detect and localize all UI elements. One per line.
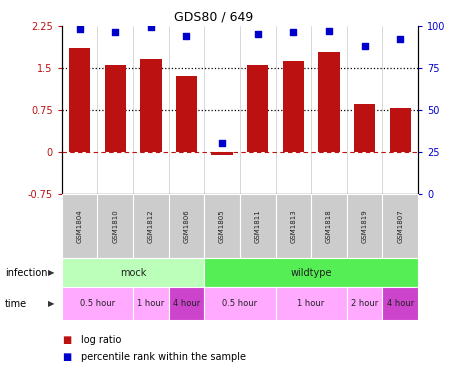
Point bbox=[325, 28, 332, 34]
Text: 0.5 hour: 0.5 hour bbox=[222, 299, 257, 308]
Text: GDS80 / 649: GDS80 / 649 bbox=[174, 11, 253, 24]
Point bbox=[396, 36, 404, 42]
Bar bbox=[247, 65, 268, 152]
Text: 0.5 hour: 0.5 hour bbox=[80, 299, 115, 308]
Text: 4 hour: 4 hour bbox=[173, 299, 200, 308]
Text: time: time bbox=[5, 299, 27, 309]
Text: ■: ■ bbox=[62, 352, 71, 362]
Text: mock: mock bbox=[120, 268, 146, 278]
Bar bbox=[104, 65, 126, 152]
Point bbox=[147, 25, 155, 30]
Text: wildtype: wildtype bbox=[290, 268, 332, 278]
Bar bbox=[283, 61, 304, 152]
Text: GSM1812: GSM1812 bbox=[148, 209, 154, 243]
Bar bbox=[176, 76, 197, 152]
Text: GSM1811: GSM1811 bbox=[255, 209, 261, 243]
Text: 2 hour: 2 hour bbox=[351, 299, 378, 308]
Text: GSM1806: GSM1806 bbox=[183, 209, 190, 243]
Text: 1 hour: 1 hour bbox=[297, 299, 325, 308]
Text: 1 hour: 1 hour bbox=[137, 299, 164, 308]
Point bbox=[111, 29, 119, 35]
Point bbox=[218, 141, 226, 146]
Text: GSM1805: GSM1805 bbox=[219, 209, 225, 243]
Bar bbox=[211, 152, 233, 155]
Point bbox=[361, 43, 369, 49]
Text: infection: infection bbox=[5, 268, 47, 278]
Bar bbox=[390, 108, 411, 152]
Text: GSM1818: GSM1818 bbox=[326, 209, 332, 243]
Text: ▶: ▶ bbox=[48, 268, 55, 277]
Bar bbox=[318, 52, 340, 152]
Text: GSM1819: GSM1819 bbox=[361, 209, 368, 243]
Text: ▶: ▶ bbox=[48, 299, 55, 308]
Bar bbox=[140, 59, 162, 152]
Point bbox=[254, 31, 261, 37]
Text: ■: ■ bbox=[62, 335, 71, 346]
Text: GSM1807: GSM1807 bbox=[397, 209, 403, 243]
Text: GSM1813: GSM1813 bbox=[290, 209, 296, 243]
Text: percentile rank within the sample: percentile rank within the sample bbox=[81, 352, 246, 362]
Text: 4 hour: 4 hour bbox=[387, 299, 414, 308]
Text: log ratio: log ratio bbox=[81, 335, 121, 346]
Point bbox=[182, 33, 190, 39]
Bar bbox=[354, 104, 375, 152]
Bar bbox=[69, 48, 90, 152]
Text: GSM1810: GSM1810 bbox=[112, 209, 118, 243]
Point bbox=[76, 26, 84, 32]
Text: GSM1804: GSM1804 bbox=[76, 209, 83, 243]
Point bbox=[289, 29, 297, 35]
